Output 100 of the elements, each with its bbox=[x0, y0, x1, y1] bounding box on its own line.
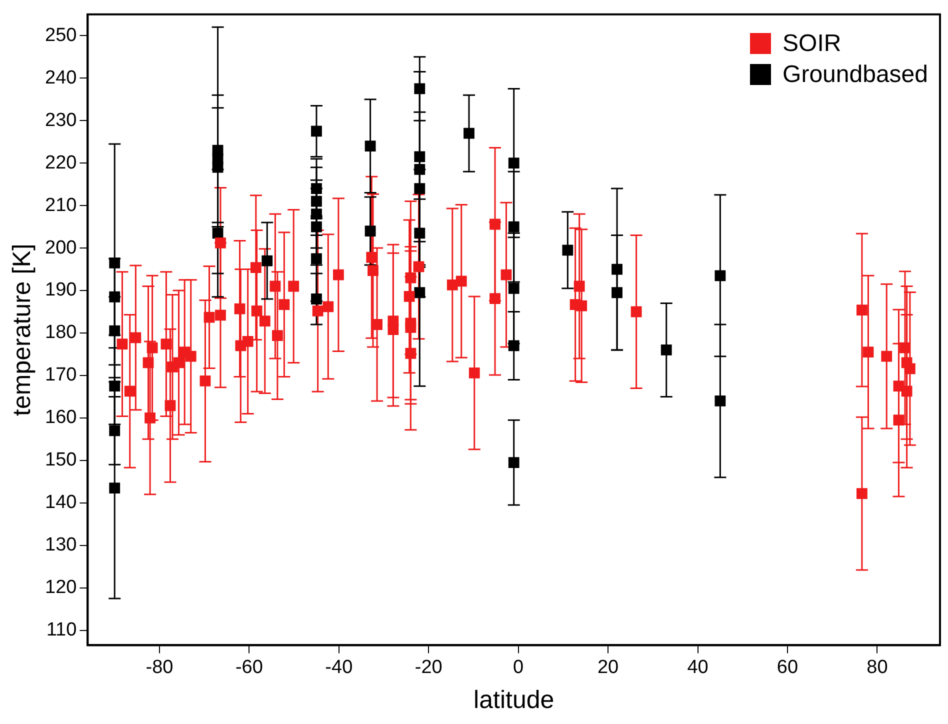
x-tick-label: -20 bbox=[414, 656, 442, 678]
point bbox=[215, 237, 226, 248]
point bbox=[414, 228, 426, 239]
point bbox=[446, 280, 458, 290]
y-tick-label: 190 bbox=[45, 280, 77, 301]
point bbox=[901, 386, 912, 397]
point bbox=[574, 280, 585, 292]
point bbox=[109, 325, 120, 336]
x-tick-label: 0 bbox=[513, 656, 524, 678]
point bbox=[124, 386, 136, 397]
point bbox=[856, 304, 868, 316]
point bbox=[612, 287, 622, 298]
point bbox=[904, 363, 916, 374]
point bbox=[130, 332, 142, 344]
point bbox=[311, 294, 322, 304]
point bbox=[311, 126, 322, 137]
point bbox=[630, 306, 642, 318]
point bbox=[272, 330, 283, 341]
point bbox=[900, 342, 910, 354]
point bbox=[405, 348, 416, 359]
y-tick-label: 180 bbox=[45, 322, 77, 344]
point bbox=[311, 253, 322, 264]
point bbox=[164, 400, 176, 412]
point bbox=[109, 482, 120, 494]
point bbox=[288, 280, 300, 292]
point bbox=[109, 425, 120, 436]
point bbox=[333, 269, 344, 280]
point bbox=[576, 300, 588, 312]
y-tick-label: 130 bbox=[45, 534, 77, 556]
point bbox=[508, 457, 520, 468]
point bbox=[414, 83, 426, 94]
point bbox=[464, 128, 474, 139]
point bbox=[508, 340, 520, 352]
point bbox=[160, 338, 172, 350]
x-tick-label: 40 bbox=[687, 656, 708, 678]
point bbox=[414, 164, 426, 175]
point bbox=[405, 272, 416, 284]
point bbox=[413, 261, 424, 272]
y-tick-label: 240 bbox=[45, 67, 77, 88]
point bbox=[259, 316, 270, 327]
y-tick-label: 210 bbox=[45, 194, 77, 216]
point bbox=[881, 350, 892, 362]
y-tick-label: 150 bbox=[45, 450, 77, 471]
point bbox=[185, 350, 196, 362]
point bbox=[364, 140, 376, 152]
point bbox=[311, 208, 322, 220]
y-tick-label: 110 bbox=[46, 620, 77, 641]
point bbox=[234, 303, 246, 314]
y-tick-label: 200 bbox=[45, 237, 77, 258]
point bbox=[562, 244, 574, 256]
x-tick-label: -40 bbox=[325, 656, 353, 678]
point bbox=[270, 280, 281, 292]
point bbox=[109, 257, 120, 268]
point bbox=[368, 265, 378, 276]
point bbox=[146, 342, 158, 354]
point bbox=[250, 262, 262, 274]
point bbox=[490, 218, 500, 230]
point bbox=[862, 346, 874, 358]
point bbox=[364, 226, 376, 236]
point bbox=[242, 336, 254, 347]
point bbox=[612, 264, 622, 275]
point bbox=[311, 221, 322, 232]
point bbox=[322, 301, 334, 312]
x-axis-title: latitude bbox=[474, 686, 554, 714]
y-tick-label: 160 bbox=[45, 407, 77, 428]
point bbox=[714, 396, 726, 406]
point bbox=[405, 322, 416, 333]
point bbox=[856, 488, 868, 500]
point bbox=[204, 312, 215, 323]
point bbox=[142, 357, 154, 368]
legend-label: SOIR bbox=[782, 29, 842, 59]
point bbox=[366, 252, 378, 263]
point bbox=[173, 357, 184, 368]
y-tick-label: 120 bbox=[45, 577, 77, 598]
point bbox=[116, 338, 128, 350]
y-tick-label: 220 bbox=[45, 152, 77, 174]
point bbox=[388, 324, 399, 336]
point bbox=[508, 282, 520, 294]
point bbox=[414, 183, 426, 194]
point bbox=[144, 412, 156, 424]
point bbox=[714, 270, 726, 282]
point bbox=[311, 196, 322, 207]
point bbox=[109, 291, 120, 302]
point bbox=[490, 293, 500, 304]
point bbox=[500, 269, 512, 280]
point bbox=[508, 221, 520, 232]
point bbox=[414, 151, 426, 162]
point bbox=[212, 228, 224, 239]
point bbox=[251, 305, 262, 316]
point bbox=[200, 376, 211, 386]
point bbox=[508, 158, 520, 169]
y-axis-title: temperature [K] bbox=[8, 244, 36, 416]
x-tick-label: -60 bbox=[235, 656, 263, 678]
x-tick-label: 20 bbox=[597, 656, 619, 678]
point bbox=[109, 380, 120, 392]
x-tick-label: -80 bbox=[146, 656, 174, 678]
y-tick-label: 250 bbox=[45, 24, 77, 46]
point bbox=[414, 287, 426, 298]
point bbox=[311, 183, 322, 194]
point bbox=[893, 414, 904, 426]
